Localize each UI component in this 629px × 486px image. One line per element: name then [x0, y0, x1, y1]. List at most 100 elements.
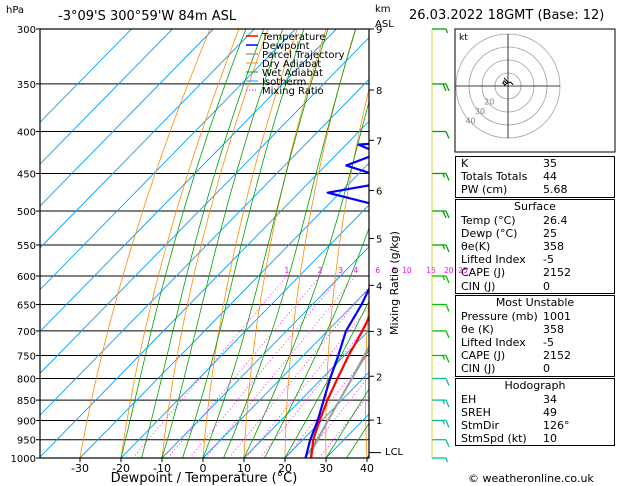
most-unstable-row: Lifted Index -5 [456, 336, 614, 349]
wind-barb-flag [442, 83, 447, 92]
hodograph-row: EH 34 [456, 393, 614, 406]
pressure-tick-label: 650 [17, 301, 36, 312]
mixing-ratio-line [285, 352, 369, 458]
isotherm [243, 329, 369, 458]
index-value: 49 [543, 405, 557, 419]
wind-barb-half [445, 457, 449, 463]
mixing-ratio-line [132, 275, 288, 458]
index-label: θe(K) [461, 239, 491, 253]
wind-barb [432, 354, 450, 363]
temperature-tick-label: 40 [360, 462, 374, 475]
dewpoint-line [304, 142, 369, 458]
index-label: Lifted Index [461, 336, 526, 350]
dry-adiabat [202, 29, 298, 458]
index-label: StmDir [461, 419, 500, 432]
wind-barb-flag [445, 420, 450, 428]
mixing-ratio-label: 15 [426, 266, 436, 275]
most-unstable-row: CIN (J) 0 [456, 362, 614, 375]
surface-row: CIN (J) 0 [456, 280, 614, 293]
legend-mixing-ratio: Mixing Ratio [262, 86, 324, 97]
wind-barb-half [442, 399, 446, 405]
hodograph-ring-label: 30 [475, 107, 485, 116]
temperature-tick-label: 10 [237, 462, 251, 475]
legend-temperature: Temperature [261, 32, 325, 43]
pressure-tick-label: 950 [17, 436, 36, 447]
height-tick-label: 5 [376, 234, 382, 245]
wet-adiabat [202, 29, 329, 458]
temperature-tick-label: 30 [319, 462, 333, 475]
wind-barb-flag [445, 330, 450, 339]
wind-barb [432, 130, 450, 139]
pressure-tick-label: 400 [17, 128, 36, 139]
hodograph-row: SREH 49 [456, 406, 614, 419]
wind-barb-half [442, 275, 446, 281]
isotherm [161, 246, 369, 458]
wind-barb-flag [445, 439, 450, 447]
height-unit-km: km [375, 4, 391, 15]
surface-row: Dewp (°C) 25 [456, 227, 614, 240]
index-value: 2152 [543, 266, 571, 280]
mixing-ratio-label: 8 [392, 266, 397, 275]
wind-barb [432, 244, 450, 253]
isotherm [284, 371, 369, 458]
wet-adiabat [325, 388, 369, 458]
legend-isotherm: Isotherm [262, 77, 306, 88]
legend: Temperature Dewpoint Parcel Trajectory D… [246, 32, 345, 97]
height-tick-label: 9 [376, 25, 382, 36]
wind-barb-flag [445, 275, 450, 284]
index-value: 0 [543, 279, 550, 293]
mixing-ratio-label: 20 [444, 266, 454, 275]
pressure-tick-label: 300 [17, 25, 36, 36]
wind-barb [432, 210, 450, 219]
indices-top-box: K 35 Totals Totals 44 PW (cm) 5.68 [455, 156, 615, 198]
isotherm [202, 287, 369, 458]
isotherm [40, 29, 132, 123]
height-tick-label: 3 [376, 327, 382, 338]
most-unstable-title: Most Unstable [495, 295, 575, 309]
index-value: -5 [543, 253, 554, 267]
mixing-ratio-line [205, 275, 357, 458]
legend-wet-adiabat: Wet Adiabat [262, 68, 323, 79]
legend-parcel: Parcel Trajectory [262, 50, 345, 61]
wind-barb [432, 330, 450, 339]
mixing-ratio-label: 2 [318, 266, 323, 275]
index-value: 26.4 [543, 213, 568, 227]
wet-adiabat [264, 226, 369, 458]
index-value: 358 [543, 239, 564, 253]
wind-barb [432, 172, 450, 181]
pressure-tick-label: 500 [17, 207, 36, 218]
plot-frame [39, 28, 370, 459]
mixing-ratio-label: 10 [402, 266, 412, 275]
hodograph-ring-label: 40 [465, 116, 475, 125]
surface-box: Surface Temp (°C) 26.4 Dewp (°C) 25 θe(K) 3… [455, 198, 615, 294]
pressure-tick-label: 850 [17, 396, 36, 407]
wind-barb-half [442, 244, 446, 250]
hodograph-frame [454, 28, 616, 153]
index-row-totals: Totals Totals 44 [456, 170, 614, 183]
isotherm [40, 29, 337, 333]
wind-barb-flag [445, 355, 450, 363]
index-value: 358 [543, 322, 564, 336]
surface-title: Surface [514, 199, 556, 213]
hodograph-ring-label: 20 [484, 98, 494, 107]
surface-row: Temp (°C) 26.4 [456, 214, 614, 227]
hodograph-indices-title: Hodograph [504, 378, 566, 392]
wind-barb-half [442, 420, 446, 425]
lcl-label: LCL [385, 447, 404, 458]
temperature-tick-label: -30 [71, 462, 89, 475]
wind-barb-half [442, 355, 446, 360]
index-value: 34 [543, 392, 557, 406]
height-tick-label: 4 [376, 281, 382, 292]
wet-adiabat [223, 29, 357, 458]
dry-adiabat [161, 29, 269, 458]
mixing-ratio-line [245, 305, 369, 458]
most-unstable-row: θe (K) 358 [456, 323, 614, 336]
isotherm [120, 204, 369, 458]
copyright-footer[interactable]: © weatheronline.co.uk [468, 472, 594, 485]
wind-barb [432, 303, 450, 312]
mixing-ratio-label: 3 [338, 266, 343, 275]
surface-row: θe(K) 358 [456, 240, 614, 253]
mixing-ratio-axis-label: Mixing Ratio (g/kg) [388, 231, 401, 335]
isotherm [79, 162, 369, 458]
